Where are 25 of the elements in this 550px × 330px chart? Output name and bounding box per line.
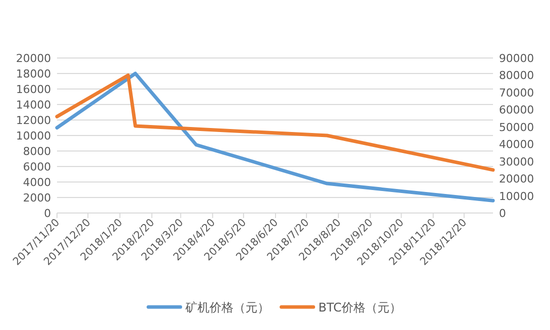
y2-tick-label: 0 <box>499 207 506 220</box>
y-tick-label: 4000 <box>23 176 51 189</box>
line-series <box>55 72 495 202</box>
y-tick-label: 0 <box>44 207 51 220</box>
y2-tick-label: 90000 <box>499 52 534 65</box>
line-series <box>55 73 495 172</box>
y-tick-label: 10000 <box>16 130 51 142</box>
y2-tick-label: 40000 <box>499 138 534 152</box>
y-tick-label: 8000 <box>23 145 51 158</box>
y-tick-label: 12000 <box>16 114 51 127</box>
y-tick-label: 16000 <box>16 83 51 96</box>
y2-tick-label: 50000 <box>499 120 534 134</box>
y2-tick-label: 80000 <box>499 69 534 82</box>
y-tick-label: 6000 <box>23 160 51 174</box>
y-tick-label: 14000 <box>16 98 51 112</box>
y2-tick-label: 20000 <box>499 172 534 186</box>
y-tick-label: 18000 <box>16 68 51 80</box>
legend-label: 矿机价格（元） <box>184 300 270 314</box>
y2-tick-label: 30000 <box>499 155 534 168</box>
y-tick-label: 2000 <box>23 192 51 204</box>
legend-label: BTC价格（元） <box>318 300 402 314</box>
y2-tick-label: 60000 <box>499 104 534 117</box>
y2-tick-label: 10000 <box>499 190 534 203</box>
y2-tick-label: 70000 <box>499 86 534 100</box>
y-tick-label: 20000 <box>16 52 51 65</box>
